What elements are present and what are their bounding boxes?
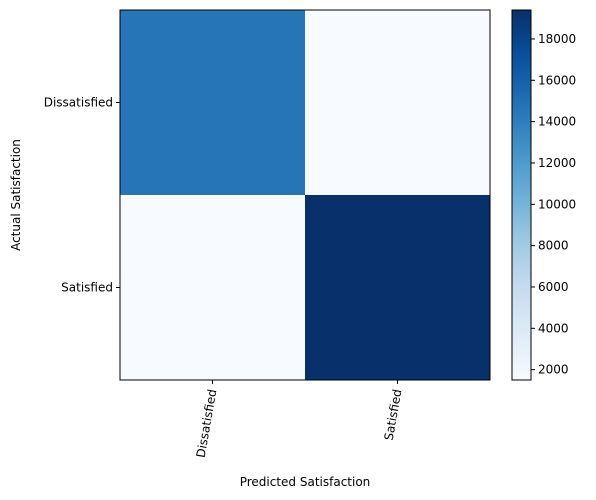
colorbar-tick-label: 2000: [538, 363, 569, 377]
colorbar-ticks: 2000 4000 6000 8000 10000 12000 14000 16000 1800…: [531, 32, 576, 377]
heatmap-cell-1-1: [305, 195, 491, 381]
plot-frame: [119, 9, 491, 381]
colorbar-tick-label: 4000: [538, 321, 569, 335]
y-tick-label: Dissatisfied: [44, 96, 113, 110]
y-axis-ticks: Dissatisfied Satisfied: [44, 96, 120, 295]
colorbar-tick-label: 12000: [538, 156, 576, 170]
y-axis-label: Actual Satisfaction: [9, 139, 23, 251]
colorbar-frame: [511, 9, 532, 381]
x-axis-ticks: Dissatisfied Satisfied: [194, 380, 405, 459]
heatmap-cell-0-1: [305, 10, 491, 196]
x-tick-label: Dissatisfied: [194, 388, 220, 459]
x-tick-label: Satisfied: [382, 388, 405, 441]
colorbar-tick-label: 8000: [538, 239, 569, 253]
colorbar-tick-label: 14000: [538, 115, 576, 129]
heatmap-cell-0-0: [120, 10, 306, 196]
colorbar-tick-label: 16000: [538, 73, 576, 87]
colorbar-tick-label: 10000: [538, 197, 576, 211]
colorbar-tick-label: 18000: [538, 32, 576, 46]
colorbar-tick-label: 6000: [538, 280, 569, 294]
x-axis-label: Predicted Satisfaction: [240, 475, 371, 489]
colorbar: [512, 10, 531, 380]
y-tick-label: Satisfied: [61, 281, 113, 295]
heatmap-cells: [120, 10, 491, 381]
heatmap-cell-1-0: [120, 195, 306, 381]
